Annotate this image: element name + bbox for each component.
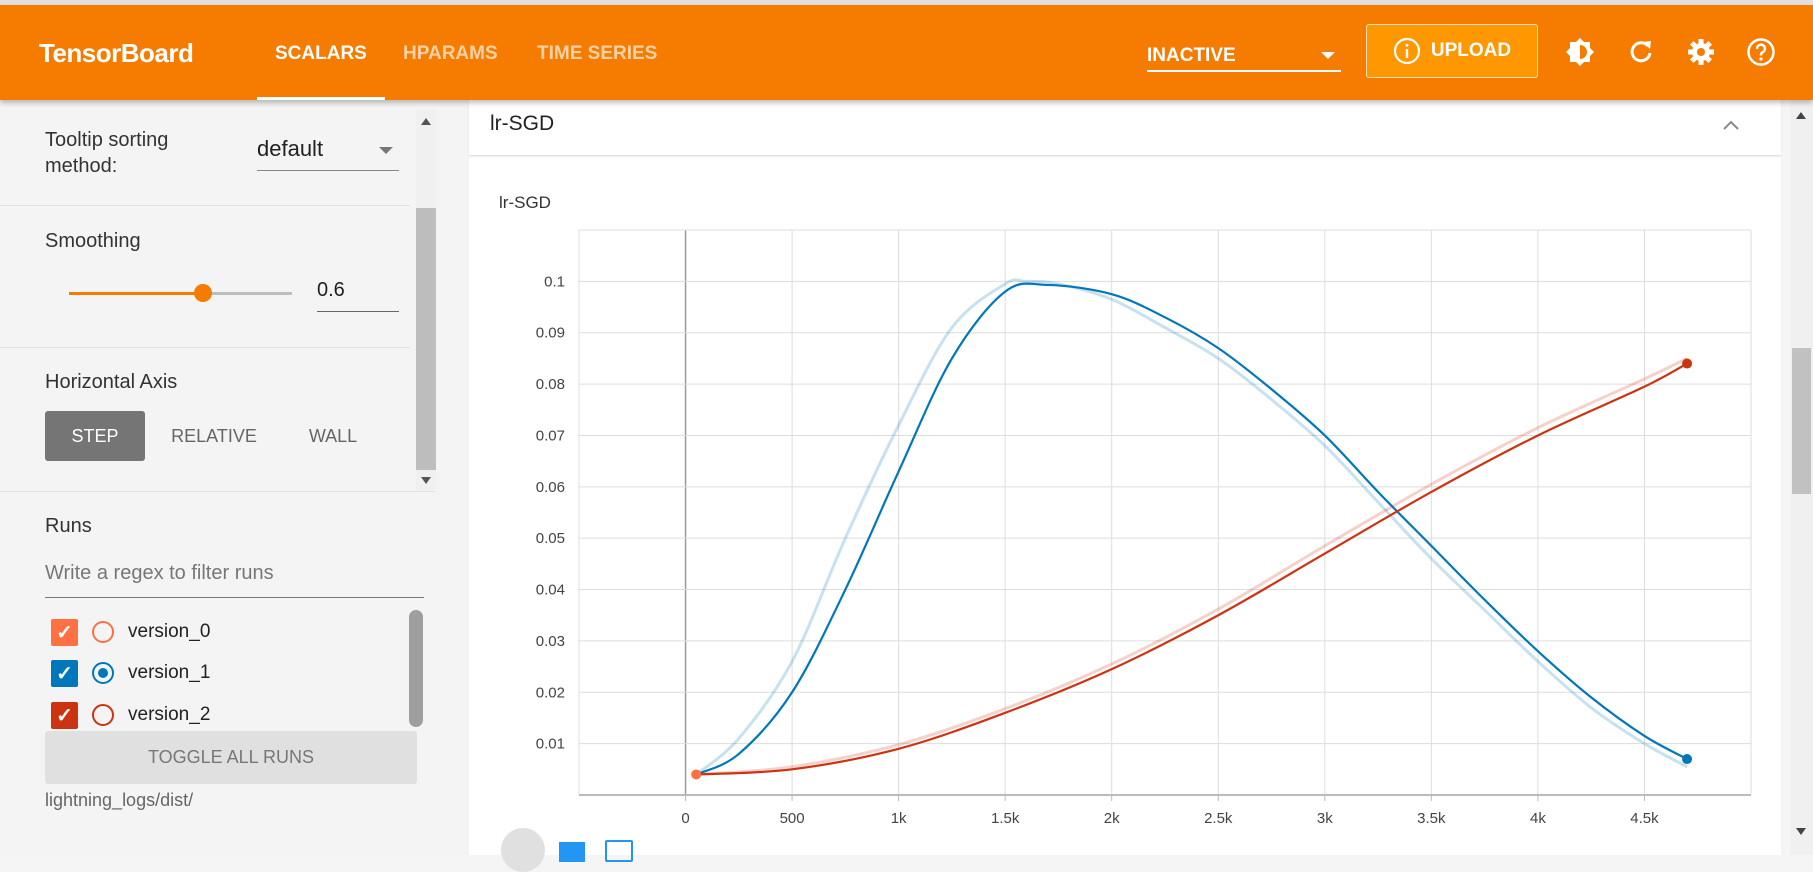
tab-hparams[interactable]: HPARAMS: [403, 43, 498, 64]
checkbox-checked-icon[interactable]: ✓: [51, 659, 78, 687]
page-scrollbar[interactable]: [1790, 100, 1813, 855]
tooltip-sorting-label: Tooltip sorting method:: [45, 129, 169, 177]
settings-scrollbar[interactable]: [416, 110, 436, 490]
run-item-version-0[interactable]: ✓ version_0: [51, 618, 210, 646]
tab-time-series[interactable]: TIME SERIES: [537, 43, 658, 64]
theme-toggle-icon[interactable]: [1565, 37, 1595, 67]
scroll-up-icon[interactable]: [421, 118, 431, 125]
radio-icon[interactable]: [92, 704, 114, 726]
tooltip-sorting-select[interactable]: default: [257, 132, 399, 171]
run-item-version-1[interactable]: ✓ version_1: [51, 659, 210, 687]
card-title: lr-SGD: [490, 112, 555, 135]
scrollbar-thumb[interactable]: [1792, 348, 1811, 494]
smoothing-slider[interactable]: [69, 284, 292, 302]
run-label: version_0: [128, 621, 211, 642]
run-item-version-2[interactable]: ✓ version_2: [51, 701, 210, 729]
divider: [0, 347, 410, 348]
chart-title: lr-SGD: [499, 193, 551, 212]
logdir-label: lightning_logs/dist/: [45, 790, 194, 810]
axis-relative-button[interactable]: RELATIVE: [171, 425, 257, 446]
radio-icon[interactable]: [92, 621, 114, 643]
card-header[interactable]: lr-SGD: [469, 100, 1781, 156]
slider-fill: [69, 292, 203, 295]
smoothing-label: Smoothing: [45, 230, 141, 252]
horizontal-axis-label: Horizontal Axis: [45, 371, 178, 393]
scroll-down-icon[interactable]: [421, 477, 431, 484]
settings-icon[interactable]: [1686, 37, 1716, 67]
divider: [0, 205, 410, 206]
checkbox-checked-icon[interactable]: ✓: [51, 618, 78, 646]
reload-icon[interactable]: [1626, 37, 1656, 67]
runs-label: Runs: [45, 515, 92, 537]
run-label: version_2: [128, 704, 211, 725]
axis-step-button[interactable]: STEP: [45, 411, 145, 461]
radio-selected-icon[interactable]: [92, 662, 114, 684]
inactive-select-value: INACTIVE: [1147, 45, 1236, 66]
chevron-down-icon: [379, 147, 393, 154]
scrollbar-thumb[interactable]: [416, 208, 436, 470]
chevron-down-icon: [1321, 52, 1335, 59]
expand-chart-icon[interactable]: [605, 840, 633, 862]
checkbox-checked-icon[interactable]: ✓: [51, 701, 78, 729]
sidebar: [0, 100, 469, 855]
tab-scalars[interactable]: SCALARS: [275, 43, 367, 64]
run-label: version_1: [128, 662, 211, 683]
upload-label: UPLOAD: [1430, 40, 1512, 61]
scroll-up-icon[interactable]: [1796, 112, 1806, 119]
active-tab-indicator: [257, 97, 385, 100]
runs-filter-input[interactable]: Write a regex to filter runs: [45, 562, 424, 598]
divider: [0, 491, 435, 492]
slider-thumb[interactable]: [193, 284, 212, 302]
upload-button[interactable]: UPLOAD: [1366, 24, 1538, 78]
scalar-card: lr-SGD: [469, 100, 1781, 872]
tooltip-sorting-value: default: [257, 136, 324, 161]
log-scale-icon[interactable]: [559, 842, 585, 862]
info-icon: [1393, 37, 1420, 65]
app-header: TensorBoard SCALARS HPARAMS TIME SERIES …: [0, 5, 1813, 100]
help-icon[interactable]: [1746, 37, 1776, 67]
smoothing-input[interactable]: 0.6: [317, 279, 399, 312]
app-title: TensorBoard: [39, 38, 194, 68]
scroll-down-icon[interactable]: [1796, 828, 1806, 835]
axis-wall-button[interactable]: WALL: [308, 425, 358, 446]
inactive-plugins-select[interactable]: INACTIVE: [1147, 37, 1341, 72]
chevron-up-icon[interactable]: [1721, 118, 1741, 132]
runs-scrollbar[interactable]: [409, 610, 423, 727]
toggle-all-runs-button[interactable]: TOGGLE ALL RUNS: [45, 731, 417, 784]
window-top-border: [0, 0, 1813, 5]
fit-domain-icon[interactable]: [501, 828, 545, 872]
